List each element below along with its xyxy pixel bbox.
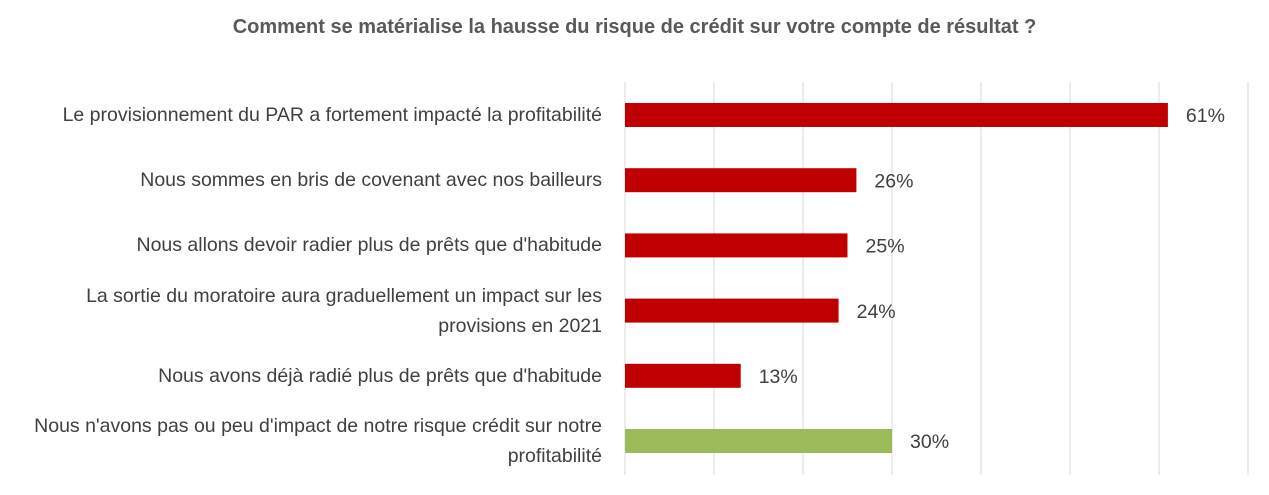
bar [625, 363, 741, 388]
value-label: 24% [857, 301, 896, 323]
bar [625, 233, 848, 258]
bar [625, 103, 1168, 127]
category-label: Nous n'avons pas ou peu d'impact de notr… [34, 415, 602, 467]
value-label: 61% [1186, 105, 1225, 127]
category-label: Nous allons devoir radier plus de prêts … [136, 234, 602, 257]
category-label: Nous avons déjà radié plus de prêts que … [158, 364, 602, 387]
category-label: Nous sommes en bris de covenant avec nos… [140, 169, 602, 192]
value-label: 25% [866, 236, 905, 258]
category-label: La sortie du moratoire aura graduellemen… [86, 284, 602, 337]
value-label: 13% [759, 366, 798, 388]
value-label: 30% [910, 431, 949, 453]
bar [625, 168, 857, 193]
category-label: Le provisionnement du PAR a fortement im… [62, 104, 602, 126]
bar [625, 298, 839, 323]
value-label: 26% [874, 170, 913, 192]
chart-title: Comment se matérialise la hausse du risq… [232, 16, 1037, 38]
bar [625, 429, 892, 453]
